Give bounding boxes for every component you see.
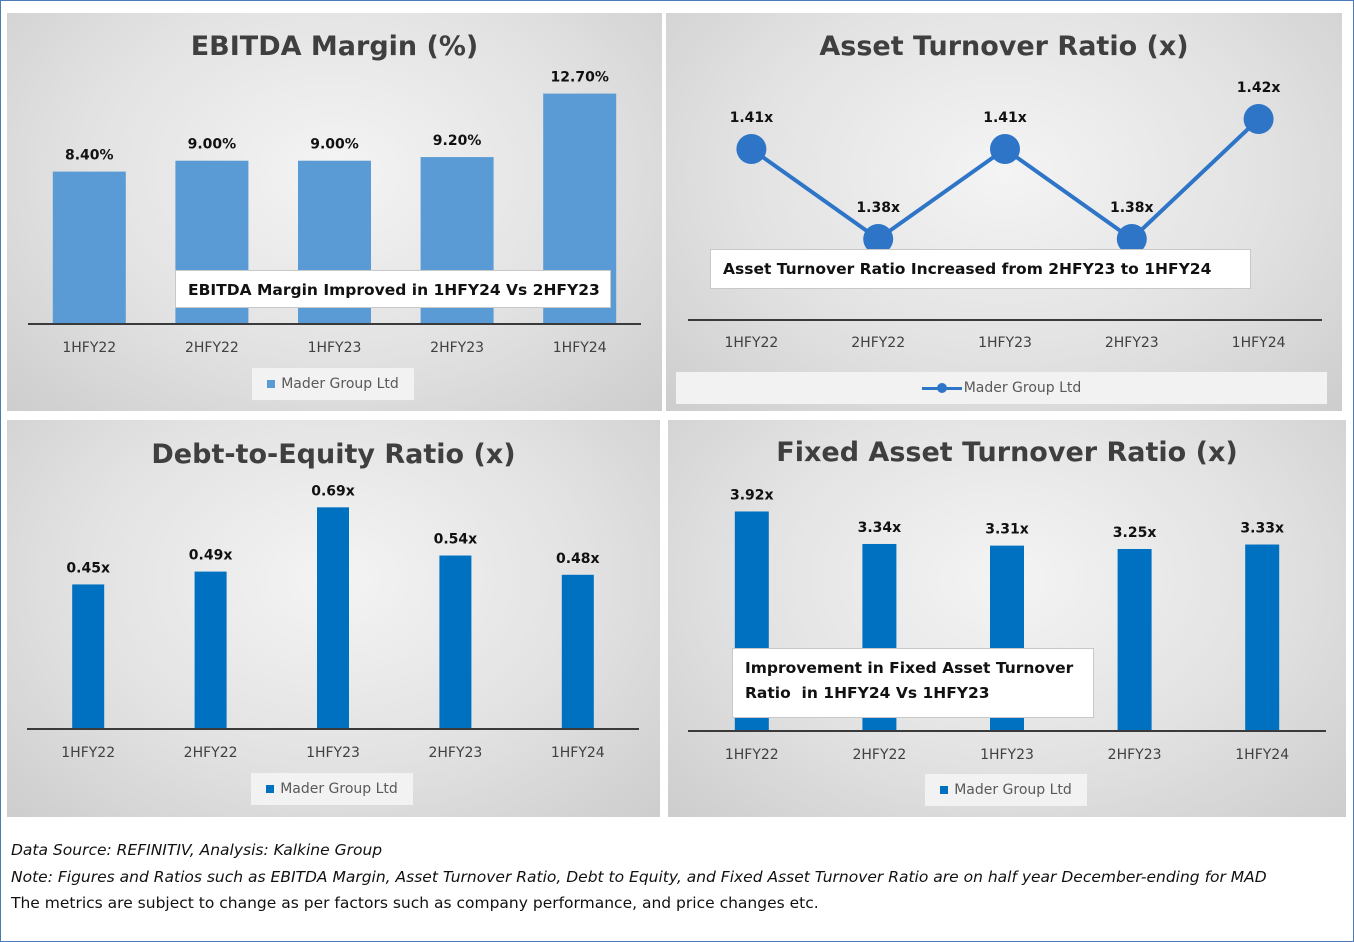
x-tick-label: 1HFY24 <box>1232 335 1286 351</box>
legend-swatch <box>921 383 962 393</box>
legend-label: Mader Group Ltd <box>281 376 399 392</box>
x-tick-label: 1HFY22 <box>724 335 778 351</box>
bar <box>317 507 349 729</box>
data-point <box>736 134 767 164</box>
legend-swatch <box>267 380 276 388</box>
chart-title: EBITDA Margin (%) <box>190 31 479 62</box>
annotation-text: EBITDA Margin Improved in 1HFY24 Vs 2HFY… <box>188 281 600 299</box>
data-label: 8.40% <box>65 148 114 164</box>
annotation-line-1: Improvement in Fixed Asset Turnover <box>745 659 1074 677</box>
x-tick-label: 1HFY23 <box>980 747 1034 763</box>
data-point <box>1243 104 1274 134</box>
x-tick-label: 2HFY23 <box>428 745 482 761</box>
data-label: 3.25x <box>1113 525 1157 541</box>
x-tick-label: 2HFY22 <box>184 745 238 761</box>
bar <box>439 555 472 729</box>
x-tick-label: 2HFY23 <box>1108 747 1162 763</box>
data-label: 9.00% <box>188 137 237 153</box>
x-tick-label: 1HFY24 <box>1235 747 1289 763</box>
data-label: 12.70% <box>551 70 609 86</box>
bar <box>52 171 126 324</box>
bar <box>72 584 105 729</box>
data-label: 1.41x <box>983 110 1027 126</box>
data-label: 0.45x <box>66 560 110 576</box>
data-label: 0.69x <box>311 483 355 499</box>
data-label: 1.38x <box>856 200 900 216</box>
debt-to-equity-plot: 0.45x 1HFY22 0.49x 2HFY22 0.69x 1HFY23 0.54x 2H… <box>27 483 639 761</box>
x-tick-label: 1HFY22 <box>61 745 115 761</box>
x-tick-label: 1HFY24 <box>551 745 605 761</box>
data-label: 1.42x <box>1237 80 1281 96</box>
data-label: 3.33x <box>1240 521 1284 537</box>
chart-title: Fixed Asset Turnover Ratio (x) <box>776 437 1238 468</box>
data-label: 1.41x <box>730 110 774 126</box>
data-label: 3.34x <box>858 520 902 536</box>
data-label: 9.00% <box>310 137 359 153</box>
fixed-asset-turnover-plot: 3.92x 1HFY22 3.34x 2HFY22 3.31x 1HFY23 3.25x 2H… <box>688 487 1326 763</box>
data-point <box>1116 224 1147 254</box>
bar <box>194 571 227 729</box>
legend-swatch <box>940 786 949 794</box>
data-label: 1.38x <box>1110 200 1154 216</box>
annotation-text: Asset Turnover Ratio Increased from 2HFY… <box>723 260 1212 278</box>
bar <box>561 574 594 729</box>
ebitda-margin-plot: 8.40% 1HFY22 9.00% 2HFY22 9.00% 1HFY23 9.20% 2H… <box>28 70 641 356</box>
data-label: 3.92x <box>730 487 774 503</box>
legend-label: Mader Group Ltd <box>954 782 1072 798</box>
annotation-box: Asset Turnover Ratio Increased from 2HFY… <box>710 249 1251 289</box>
legend-swatch <box>266 785 275 793</box>
asset-turnover-chart: Asset Turnover Ratio (x) 1.41x 1HFY22 1.38… <box>666 13 1342 411</box>
x-tick-label: 2HFY23 <box>1105 335 1159 351</box>
legend: Mader Group Ltd <box>925 774 1087 806</box>
annotation-box: Improvement in Fixed Asset Turnover Rati… <box>732 648 1094 718</box>
data-source-note: Data Source: REFINITIV, Analysis: Kalkin… <box>11 841 383 859</box>
debt-to-equity-chart: Debt-to-Equity Ratio (x) 0.45x 1HFY22 0.49… <box>7 420 660 817</box>
bar <box>1245 544 1280 731</box>
x-tick-label: 1HFY24 <box>553 340 607 356</box>
data-point <box>863 224 894 254</box>
data-point <box>990 134 1020 164</box>
legend: Mader Group Ltd <box>252 368 414 400</box>
asset-turnover-plot: 1.41x 1HFY22 1.38x 2HFY22 1.41x 1HFY23 1.38x 2H… <box>688 80 1322 351</box>
x-tick-label: 2HFY23 <box>430 340 484 356</box>
x-tick-label: 1HFY22 <box>62 340 116 356</box>
x-tick-label: 1HFY23 <box>308 340 362 356</box>
data-label: 3.31x <box>985 522 1029 538</box>
legend-label: Mader Group Ltd <box>963 380 1082 396</box>
legend-label: Mader Group Ltd <box>280 781 398 797</box>
x-tick-label: 2HFY22 <box>852 747 906 763</box>
bar <box>1117 549 1152 731</box>
annotation-line-2: Ratio in 1HFY24 Vs 1HFY23 <box>745 684 990 702</box>
data-label: 0.54x <box>434 532 478 548</box>
x-tick-label: 1HFY23 <box>306 745 360 761</box>
data-label: 0.48x <box>556 551 600 567</box>
x-tick-label: 1HFY23 <box>978 335 1032 351</box>
data-label: 0.49x <box>189 548 233 564</box>
x-tick-label: 2HFY22 <box>851 335 905 351</box>
ebitda-margin-chart: EBITDA Margin (%) 8.40% 1HFY22 9.00% 2HFY22… <box>7 13 662 411</box>
fixed-asset-turnover-chart: Fixed Asset Turnover Ratio (x) 3.92x 1HFY… <box>668 420 1346 817</box>
legend: Mader Group Ltd <box>251 773 413 805</box>
data-label: 9.20% <box>433 133 482 149</box>
methodology-note: Note: Figures and Ratios such as EBITDA … <box>11 867 1267 886</box>
disclaimer-note: The metrics are subject to change as per… <box>11 894 819 912</box>
chart-title: Asset Turnover Ratio (x) <box>819 31 1189 62</box>
x-tick-label: 1HFY22 <box>725 747 779 763</box>
footer: Data Source: REFINITIV, Analysis: Kalkin… <box>11 837 1341 917</box>
legend: Mader Group Ltd <box>676 372 1327 404</box>
x-tick-label: 2HFY22 <box>185 340 239 356</box>
chart-title: Debt-to-Equity Ratio (x) <box>151 439 516 470</box>
annotation-box: EBITDA Margin Improved in 1HFY24 Vs 2HFY… <box>175 270 611 308</box>
